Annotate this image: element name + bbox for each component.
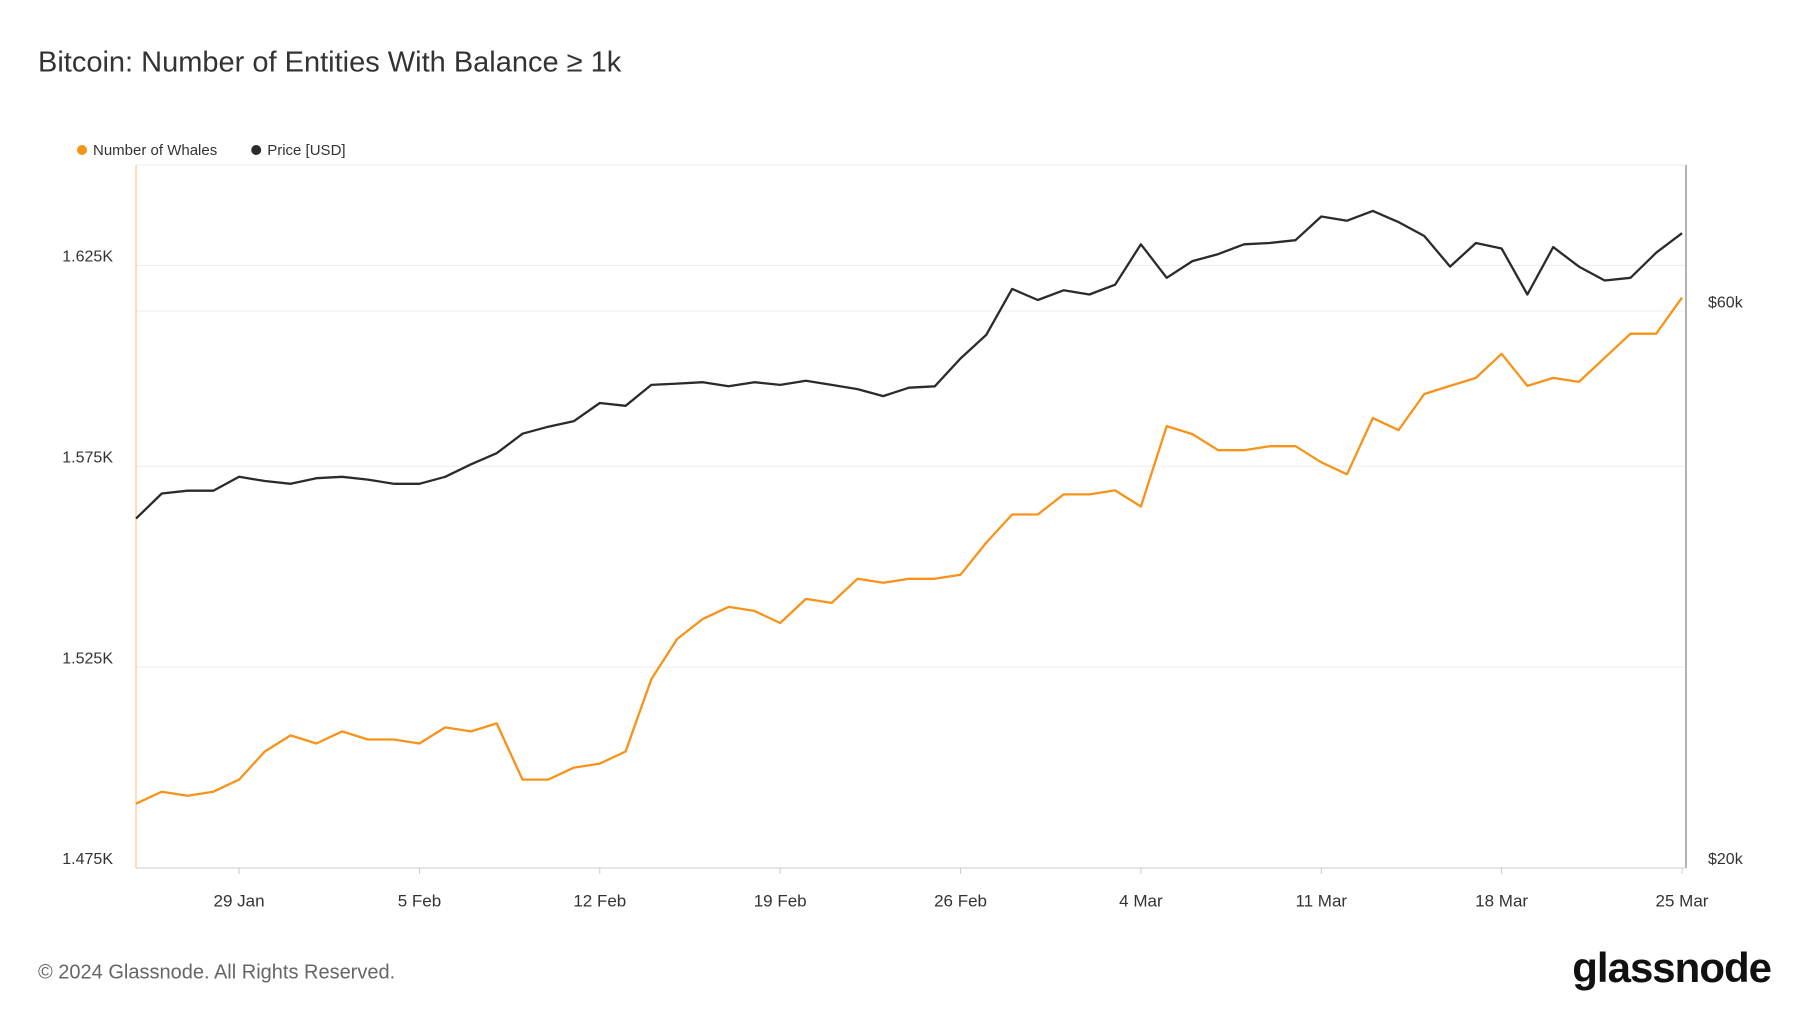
x-tick-label: 18 Mar xyxy=(1475,891,1528,910)
legend-marker xyxy=(77,145,87,155)
y-tick-label: 1.575K xyxy=(62,450,113,467)
x-tick-label: 26 Feb xyxy=(934,891,987,910)
x-tick-label: 11 Mar xyxy=(1295,891,1347,910)
y-tick-label: 1.525K xyxy=(62,650,113,667)
x-tick-label: 25 Mar xyxy=(1656,891,1709,910)
chart-title: Bitcoin: Number of Entities With Balance… xyxy=(38,47,622,79)
legend-label: Number of Whales xyxy=(93,142,217,159)
y-tick-label: 1.625K xyxy=(62,249,113,266)
x-tick-label: 19 Feb xyxy=(754,891,807,910)
x-tick-label: 12 Feb xyxy=(573,891,626,910)
series-line xyxy=(135,209,1683,520)
logo: glassnode xyxy=(1572,944,1771,991)
y2-tick-label: $60k xyxy=(1708,294,1744,311)
copyright: © 2024 Glassnode. All Rights Reserved. xyxy=(38,961,395,983)
x-tick-label: 5 Feb xyxy=(398,891,441,910)
x-tick-label: 29 Jan xyxy=(214,891,265,910)
series-line xyxy=(135,296,1683,805)
y2-tick-label: $20k xyxy=(1708,851,1744,868)
legend-marker xyxy=(251,145,262,155)
legend-label: Price [USD] xyxy=(267,142,345,159)
x-tick-label: 4 Mar xyxy=(1119,891,1163,910)
y-tick-label: 1.475K xyxy=(62,851,113,868)
